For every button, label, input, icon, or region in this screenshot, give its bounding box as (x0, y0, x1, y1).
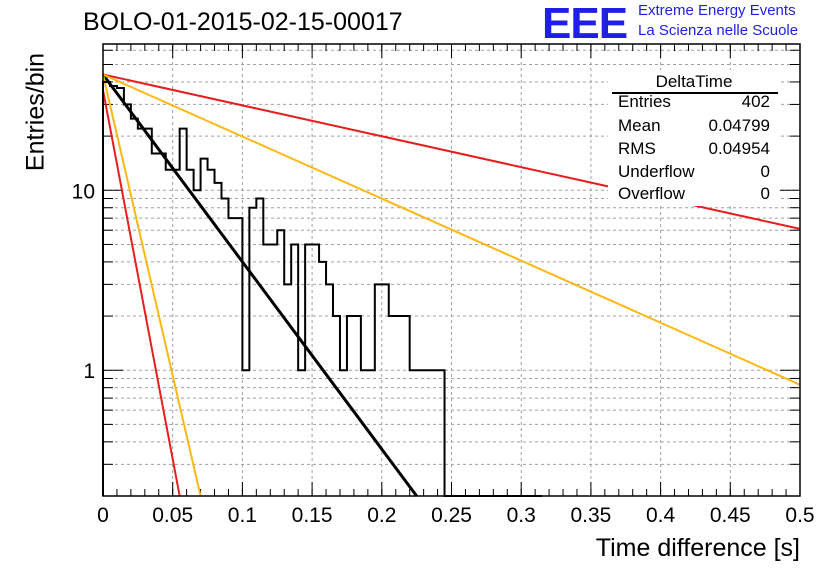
stats-label: Underflow (618, 162, 695, 181)
stats-label: Overflow (618, 184, 686, 203)
y-minor-ticks (103, 49, 800, 497)
stats-title: DeltaTime (655, 72, 733, 91)
stats-label: RMS (618, 139, 656, 158)
stats-row-overflow: Overflow 0 (618, 184, 770, 206)
x-tick-label: 0.1 (228, 504, 257, 527)
y-tick-label: 10 (72, 180, 95, 203)
y-tick-label: 1 (83, 360, 95, 383)
reference-line (102, 73, 801, 386)
stats-label: Mean (618, 116, 661, 135)
logo-line1: Extreme Energy Events (638, 2, 796, 19)
stats-row-rms: RMS 0.04954 (618, 139, 770, 161)
x-tick-label: 0.2 (367, 504, 396, 527)
fit-line (101, 73, 418, 497)
y-axis-label: Entries/bin (21, 52, 50, 172)
x-tick-label: 0.05 (152, 504, 193, 527)
x-tick-label: 0.15 (292, 504, 333, 527)
grid-layer (103, 44, 800, 497)
stats-row-underflow: Underflow 0 (618, 162, 770, 184)
stats-label: Entries (618, 92, 671, 111)
x-tick-label: 0.5 (785, 504, 814, 527)
x-tick-label: 0.25 (431, 504, 472, 527)
plot-border (102, 43, 801, 497)
x-tick-label: 0.35 (570, 504, 611, 527)
x-tick-labels: 0 0.05 0.1 0.15 0.2 0.25 0.3 0.35 0.4 0.45 0.5 (97, 504, 814, 527)
reference-line (102, 89, 181, 497)
stats-value: 0 (760, 184, 770, 203)
stats-row-mean: Mean 0.04799 (618, 116, 770, 138)
x-tick-label: 0 (97, 504, 109, 527)
stats-value: 0.04799 (708, 116, 770, 135)
x-tick-label: 0.3 (507, 504, 536, 527)
x-axis-ticks (102, 44, 801, 496)
eee-logo: EEE Extreme Energy Events La Scienza nel… (542, 0, 832, 48)
y-tick-labels: 1 10 (72, 180, 95, 383)
run-title: BOLO-01-2015-02-15-00017 (83, 8, 403, 36)
stats-box: DeltaTime Entries 402 Mean 0.04799 RMS 0… (608, 70, 780, 206)
logo-line2: La Scienza nelle Scuole (638, 22, 799, 39)
x-tick-label: 0.45 (710, 504, 751, 527)
stats-value: 0 (760, 162, 770, 181)
reference-line (102, 74, 202, 497)
stats-divider (612, 92, 778, 94)
x-tick-label: 0.4 (646, 504, 676, 527)
x-axis-label: Time difference [s] (595, 534, 800, 562)
stats-value: 402 (741, 92, 770, 111)
stats-row-entries: Entries 402 (618, 92, 770, 114)
stats-value: 0.04954 (708, 139, 770, 158)
histogram-step (102, 80, 543, 497)
logo-mark: EEE (542, 0, 628, 48)
